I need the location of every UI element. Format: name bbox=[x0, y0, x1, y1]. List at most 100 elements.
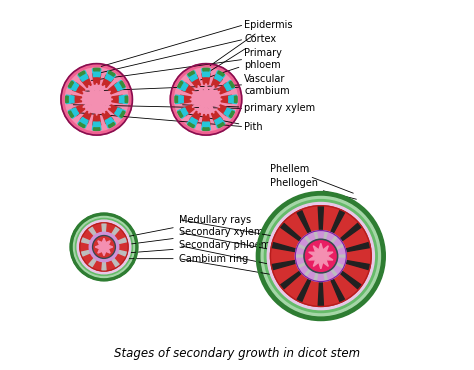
Wedge shape bbox=[328, 272, 345, 302]
Wedge shape bbox=[73, 83, 85, 94]
Circle shape bbox=[65, 68, 128, 131]
Circle shape bbox=[92, 236, 115, 258]
Circle shape bbox=[71, 213, 137, 280]
Wedge shape bbox=[78, 71, 88, 81]
Wedge shape bbox=[120, 111, 125, 118]
Wedge shape bbox=[329, 236, 337, 245]
Wedge shape bbox=[175, 96, 178, 102]
Wedge shape bbox=[318, 274, 323, 306]
Wedge shape bbox=[187, 117, 198, 128]
Wedge shape bbox=[297, 210, 314, 240]
Text: Secondary xylem: Secondary xylem bbox=[124, 228, 263, 245]
Wedge shape bbox=[190, 75, 201, 87]
Circle shape bbox=[73, 216, 135, 278]
Wedge shape bbox=[71, 95, 82, 104]
Wedge shape bbox=[102, 223, 106, 236]
Wedge shape bbox=[218, 105, 230, 116]
Text: Cambium ring: Cambium ring bbox=[115, 253, 248, 263]
Wedge shape bbox=[202, 69, 210, 77]
Wedge shape bbox=[224, 108, 235, 118]
Text: Secondary phloem: Secondary phloem bbox=[120, 240, 270, 253]
Wedge shape bbox=[335, 267, 362, 289]
Wedge shape bbox=[229, 111, 235, 118]
Wedge shape bbox=[115, 108, 125, 118]
Wedge shape bbox=[187, 71, 198, 81]
Wedge shape bbox=[78, 122, 85, 128]
Text: Primary
phloem: Primary phloem bbox=[201, 48, 282, 80]
Wedge shape bbox=[119, 95, 128, 104]
Wedge shape bbox=[323, 270, 327, 280]
Wedge shape bbox=[182, 83, 194, 94]
Wedge shape bbox=[102, 75, 113, 87]
Text: Medullary rays: Medullary rays bbox=[125, 215, 251, 237]
Polygon shape bbox=[95, 238, 113, 256]
Polygon shape bbox=[81, 83, 113, 115]
Circle shape bbox=[89, 232, 118, 262]
Wedge shape bbox=[338, 242, 370, 253]
Wedge shape bbox=[211, 75, 222, 87]
Wedge shape bbox=[68, 81, 73, 88]
Circle shape bbox=[77, 220, 131, 274]
Circle shape bbox=[295, 231, 346, 282]
Wedge shape bbox=[178, 81, 183, 88]
Wedge shape bbox=[109, 255, 119, 267]
Wedge shape bbox=[305, 236, 312, 245]
Wedge shape bbox=[314, 270, 319, 280]
Wedge shape bbox=[175, 95, 183, 104]
Wedge shape bbox=[202, 122, 210, 130]
Circle shape bbox=[170, 64, 242, 135]
Wedge shape bbox=[229, 81, 235, 88]
Wedge shape bbox=[203, 68, 209, 71]
Wedge shape bbox=[211, 111, 222, 124]
Wedge shape bbox=[318, 206, 323, 238]
Wedge shape bbox=[215, 117, 225, 128]
Circle shape bbox=[304, 239, 337, 273]
Wedge shape bbox=[218, 71, 224, 76]
Wedge shape bbox=[109, 105, 121, 116]
Wedge shape bbox=[338, 259, 370, 270]
Wedge shape bbox=[297, 272, 314, 302]
Wedge shape bbox=[92, 122, 101, 130]
Wedge shape bbox=[328, 210, 345, 240]
Wedge shape bbox=[80, 75, 91, 87]
Wedge shape bbox=[68, 108, 79, 118]
Wedge shape bbox=[297, 255, 307, 257]
Circle shape bbox=[61, 64, 132, 135]
Polygon shape bbox=[309, 243, 333, 269]
Wedge shape bbox=[120, 81, 125, 88]
Text: Cortex: Cortex bbox=[209, 34, 276, 72]
Wedge shape bbox=[92, 73, 101, 84]
Wedge shape bbox=[333, 245, 343, 250]
Polygon shape bbox=[190, 83, 222, 115]
Wedge shape bbox=[80, 111, 91, 124]
Wedge shape bbox=[280, 267, 307, 289]
Circle shape bbox=[271, 206, 371, 306]
Text: Phellogen: Phellogen bbox=[270, 178, 356, 199]
Wedge shape bbox=[102, 258, 106, 270]
Wedge shape bbox=[65, 96, 68, 102]
Circle shape bbox=[257, 192, 384, 320]
Wedge shape bbox=[218, 122, 224, 128]
Wedge shape bbox=[81, 238, 94, 245]
Wedge shape bbox=[335, 223, 362, 245]
Text: Phellem: Phellem bbox=[270, 164, 353, 193]
Wedge shape bbox=[202, 73, 210, 84]
Wedge shape bbox=[78, 117, 88, 128]
Circle shape bbox=[75, 218, 132, 275]
Circle shape bbox=[174, 68, 237, 131]
Wedge shape bbox=[333, 262, 343, 268]
Wedge shape bbox=[68, 111, 73, 118]
Wedge shape bbox=[178, 80, 188, 91]
Wedge shape bbox=[92, 69, 101, 77]
Wedge shape bbox=[92, 115, 101, 125]
Text: Pith: Pith bbox=[180, 112, 263, 132]
Wedge shape bbox=[202, 115, 210, 125]
Wedge shape bbox=[235, 96, 237, 102]
Wedge shape bbox=[78, 71, 85, 76]
Circle shape bbox=[261, 196, 381, 316]
Wedge shape bbox=[73, 105, 85, 116]
Wedge shape bbox=[272, 242, 303, 253]
Wedge shape bbox=[228, 95, 237, 104]
Wedge shape bbox=[190, 111, 201, 124]
Wedge shape bbox=[218, 83, 230, 94]
